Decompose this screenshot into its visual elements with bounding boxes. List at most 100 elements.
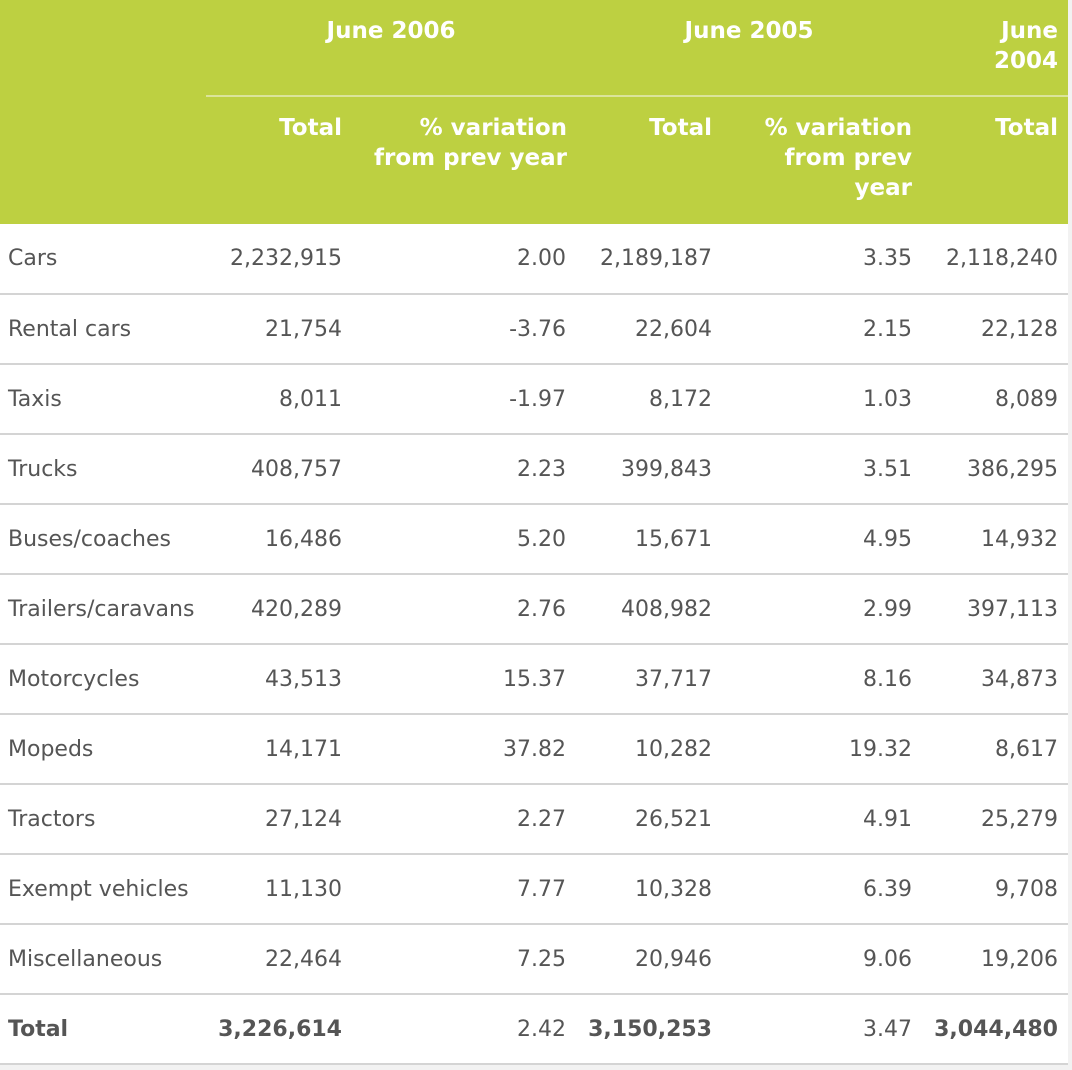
variation-2006-cell: 2.42 — [352, 994, 576, 1065]
total-2005-cell: 2,189,187 — [576, 224, 722, 295]
variation-2006-cell: 7.77 — [352, 854, 576, 925]
total-2004-cell: 22,128 — [922, 294, 1068, 365]
total-2004-cell: 8,617 — [922, 714, 1068, 785]
table-row: Trucks 408,757 2.23 399,843 3.51 386,295 — [0, 434, 1068, 505]
total-2006-cell: 21,754 — [206, 294, 352, 365]
table-row: Total 3,226,614 2.42 3,150,253 3.47 3,044,480 — [0, 994, 1068, 1065]
column-header-row: Total % variation from prev year Total %… — [0, 95, 1068, 224]
col-variation-2005: % variation from prev year — [722, 95, 922, 224]
row-label: Exempt vehicles — [0, 854, 206, 925]
variation-2006-cell: 7.25 — [352, 924, 576, 995]
total-2006-cell: 2,232,915 — [206, 224, 352, 295]
total-2005-cell: 3,150,253 — [576, 994, 722, 1065]
variation-2005-cell: 9.06 — [722, 924, 922, 995]
empty-label-header — [0, 96, 206, 224]
variation-2006-cell: 15.37 — [352, 644, 576, 715]
total-2004-cell: 3,044,480 — [922, 994, 1068, 1065]
variation-2006-cell: 2.27 — [352, 784, 576, 855]
variation-2006-cell: -3.76 — [352, 294, 576, 365]
row-label: Trucks — [0, 434, 206, 505]
row-label: Cars — [0, 224, 206, 295]
variation-2006-cell: 2.76 — [352, 574, 576, 645]
variation-2005-cell: 2.15 — [722, 294, 922, 365]
variation-2005-cell: 4.91 — [722, 784, 922, 855]
total-2005-cell: 26,521 — [576, 784, 722, 855]
total-2004-cell: 34,873 — [922, 644, 1068, 715]
total-2004-cell: 8,089 — [922, 364, 1068, 435]
total-2005-cell: 20,946 — [576, 924, 722, 995]
variation-2005-cell: 2.99 — [722, 574, 922, 645]
total-2004-cell: 9,708 — [922, 854, 1068, 925]
col-total-2006: Total — [206, 95, 352, 224]
period-header-2004: June 2004 — [922, 0, 1068, 96]
total-2006-cell: 27,124 — [206, 784, 352, 855]
period-header-2004-text: June 2004 — [993, 18, 1058, 74]
table-row: Rental cars 21,754 -3.76 22,604 2.15 22,128 — [0, 294, 1068, 365]
variation-2005-cell: 8.16 — [722, 644, 922, 715]
total-2005-cell: 37,717 — [576, 644, 722, 715]
variation-2006-cell: 2.00 — [352, 224, 576, 295]
total-2004-cell: 397,113 — [922, 574, 1068, 645]
total-2006-cell: 22,464 — [206, 924, 352, 995]
row-label: Total — [0, 994, 206, 1065]
variation-2005-cell: 4.95 — [722, 504, 922, 575]
variation-2005-cell: 1.03 — [722, 364, 922, 435]
col-variation-2006-text: % variation from prev year — [374, 115, 567, 171]
variation-2005-cell: 3.51 — [722, 434, 922, 505]
variation-2006-cell: 37.82 — [352, 714, 576, 785]
variation-2005-cell: 19.32 — [722, 714, 922, 785]
variation-2006-cell: 5.20 — [352, 504, 576, 575]
total-2005-cell: 22,604 — [576, 294, 722, 365]
total-2005-cell: 15,671 — [576, 504, 722, 575]
col-variation-2005-text: % variation from prev year — [764, 115, 912, 201]
period-header-2005: June 2005 — [576, 0, 922, 96]
row-label: Rental cars — [0, 294, 206, 365]
total-2005-cell: 10,328 — [576, 854, 722, 925]
total-2006-cell: 420,289 — [206, 574, 352, 645]
total-2006-cell: 3,226,614 — [206, 994, 352, 1065]
variation-2005-cell: 3.35 — [722, 224, 922, 295]
total-2006-cell: 43,513 — [206, 644, 352, 715]
total-2006-cell: 11,130 — [206, 854, 352, 925]
total-2004-cell: 386,295 — [922, 434, 1068, 505]
total-2006-cell: 408,757 — [206, 434, 352, 505]
table-row: Mopeds 14,171 37.82 10,282 19.32 8,617 — [0, 714, 1068, 785]
table-row: Motorcycles 43,513 15.37 37,717 8.16 34,873 — [0, 644, 1068, 715]
table-row: Miscellaneous 22,464 7.25 20,946 9.06 19,206 — [0, 924, 1068, 995]
row-label: Motorcycles — [0, 644, 206, 715]
total-2006-cell: 14,171 — [206, 714, 352, 785]
row-label: Tractors — [0, 784, 206, 855]
total-2004-cell: 2,118,240 — [922, 224, 1068, 295]
table-row: Exempt vehicles 11,130 7.77 10,328 6.39 9,708 — [0, 854, 1068, 925]
table-row: Trailers/caravans 420,289 2.76 408,982 2.99 3… — [0, 574, 1068, 645]
total-2004-cell: 14,932 — [922, 504, 1068, 575]
total-2005-cell: 8,172 — [576, 364, 722, 435]
row-label: Miscellaneous — [0, 924, 206, 995]
total-2005-cell: 408,982 — [576, 574, 722, 645]
col-variation-2006: % variation from prev year — [352, 95, 576, 224]
variation-2006-cell: -1.97 — [352, 364, 576, 435]
row-label: Buses/coaches — [0, 504, 206, 575]
period-header-2006: June 2006 — [206, 0, 576, 96]
row-label: Taxis — [0, 364, 206, 435]
variation-2006-cell: 2.23 — [352, 434, 576, 505]
variation-2005-cell: 6.39 — [722, 854, 922, 925]
col-total-2004: Total — [922, 95, 1068, 224]
variation-2005-cell: 3.47 — [722, 994, 922, 1065]
total-2004-cell: 19,206 — [922, 924, 1068, 995]
col-total-2005: Total — [576, 95, 722, 224]
table-row: Cars 2,232,915 2.00 2,189,187 3.35 2,118,240 — [0, 224, 1068, 295]
total-2005-cell: 10,282 — [576, 714, 722, 785]
table-row: Buses/coaches 16,486 5.20 15,671 4.95 14,932 — [0, 504, 1068, 575]
total-2006-cell: 16,486 — [206, 504, 352, 575]
table-body: Cars 2,232,915 2.00 2,189,187 3.35 2,118,240 R… — [0, 224, 1068, 1065]
table-row: Taxis 8,011 -1.97 8,172 1.03 8,089 — [0, 364, 1068, 435]
row-label: Mopeds — [0, 714, 206, 785]
total-2005-cell: 399,843 — [576, 434, 722, 505]
total-2006-cell: 8,011 — [206, 364, 352, 435]
table-row: Tractors 27,124 2.27 26,521 4.91 25,279 — [0, 784, 1068, 855]
period-header-row: June 2006 June 2005 June 2004 — [0, 0, 1068, 96]
empty-corner-cell — [0, 0, 206, 96]
